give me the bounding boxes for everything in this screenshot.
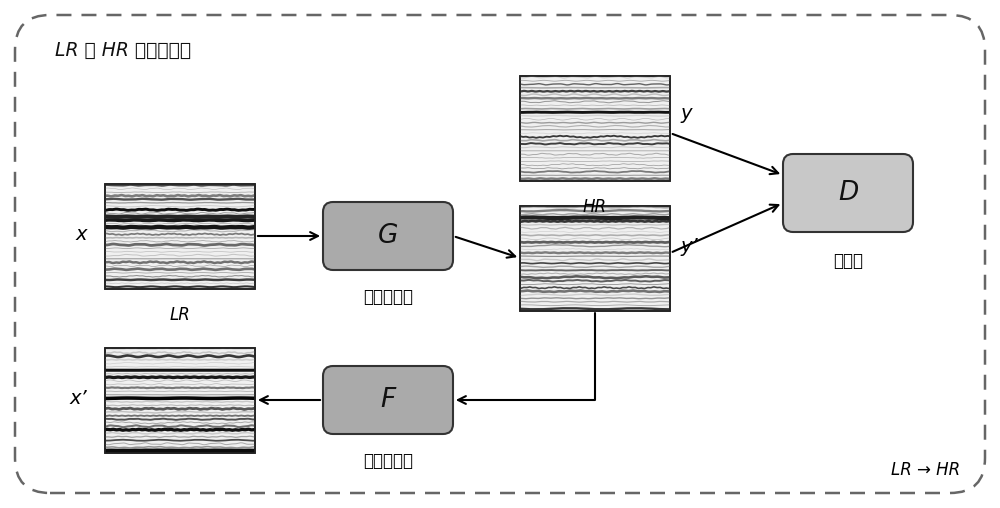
- FancyBboxPatch shape: [323, 366, 453, 434]
- Text: 前向生成器: 前向生成器: [363, 288, 413, 306]
- Text: y’: y’: [680, 237, 698, 256]
- FancyBboxPatch shape: [323, 202, 453, 270]
- Text: LR 与 HR 是不配对的: LR 与 HR 是不配对的: [55, 41, 191, 59]
- FancyBboxPatch shape: [783, 154, 913, 232]
- Text: F: F: [380, 387, 396, 413]
- Bar: [520, 76, 670, 180]
- Text: G: G: [378, 223, 398, 249]
- Text: LR: LR: [170, 305, 190, 324]
- Text: LR → HR: LR → HR: [891, 461, 960, 479]
- Text: D: D: [838, 180, 858, 206]
- Bar: [105, 183, 255, 289]
- Bar: [105, 347, 255, 453]
- Text: HR: HR: [583, 198, 607, 215]
- Bar: [105, 183, 255, 289]
- Text: 判别器: 判别器: [833, 252, 863, 270]
- Bar: [105, 347, 255, 453]
- Text: y: y: [680, 104, 692, 122]
- Text: x’: x’: [69, 389, 87, 407]
- Text: 反向生成器: 反向生成器: [363, 452, 413, 470]
- Text: x: x: [76, 225, 87, 243]
- Bar: [520, 206, 670, 310]
- Bar: [520, 76, 670, 180]
- Bar: [520, 206, 670, 310]
